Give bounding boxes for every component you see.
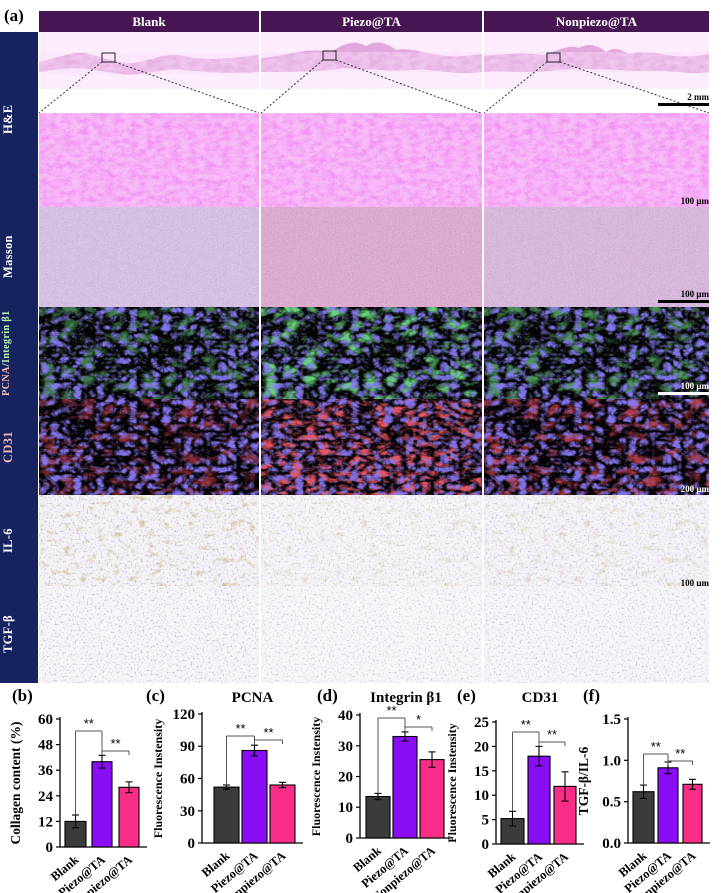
svg-text:0.5: 0.5 bbox=[602, 795, 621, 811]
svg-text:(b): (b) bbox=[12, 686, 33, 705]
svg-text:CD31: CD31 bbox=[522, 690, 559, 706]
svg-text:60: 60 bbox=[38, 712, 53, 728]
svg-text:25: 25 bbox=[474, 715, 489, 731]
svg-text:36: 36 bbox=[38, 763, 54, 779]
svg-text:0: 0 bbox=[188, 836, 196, 852]
svg-text:1.5: 1.5 bbox=[602, 712, 621, 728]
svg-text:**: ** bbox=[675, 746, 685, 761]
svg-text:Integrin β1: Integrin β1 bbox=[370, 690, 442, 706]
svg-text:20: 20 bbox=[474, 739, 489, 755]
svg-text:*: * bbox=[416, 712, 421, 727]
svg-text:1.0: 1.0 bbox=[602, 753, 621, 769]
svg-text:30: 30 bbox=[180, 804, 195, 820]
svg-text:12: 12 bbox=[38, 814, 53, 830]
svg-text:TGF-β/IL-6: TGF-β/IL-6 bbox=[576, 746, 591, 815]
svg-text:90: 90 bbox=[180, 739, 195, 755]
svg-text:Fluorescence Instensity: Fluorescence Instensity bbox=[445, 723, 459, 842]
svg-text:(d): (d) bbox=[317, 686, 338, 705]
svg-text:**: ** bbox=[263, 725, 273, 740]
svg-text:**: ** bbox=[547, 727, 557, 742]
svg-text:24: 24 bbox=[38, 789, 54, 805]
svg-text:**: ** bbox=[110, 736, 120, 751]
svg-text:10: 10 bbox=[474, 788, 489, 804]
svg-text:Collagen content (%): Collagen content (%) bbox=[8, 722, 23, 845]
svg-text:0.0: 0.0 bbox=[602, 836, 621, 852]
svg-text:(c): (c) bbox=[146, 686, 165, 705]
svg-text:30: 30 bbox=[338, 739, 353, 755]
svg-text:0: 0 bbox=[346, 831, 354, 847]
svg-text:120: 120 bbox=[173, 707, 196, 723]
svg-text:Fluorescence Instensity: Fluorescence Instensity bbox=[151, 719, 165, 838]
svg-text:10: 10 bbox=[338, 800, 353, 816]
svg-text:Fluorescence Instensity: Fluorescence Instensity bbox=[309, 717, 323, 836]
svg-text:(e): (e) bbox=[457, 686, 476, 705]
svg-text:60: 60 bbox=[180, 772, 195, 788]
svg-text:15: 15 bbox=[474, 764, 489, 780]
svg-text:48: 48 bbox=[38, 738, 53, 754]
svg-text:**: ** bbox=[521, 717, 531, 732]
svg-text:**: ** bbox=[235, 721, 245, 736]
svg-text:0: 0 bbox=[482, 837, 490, 853]
svg-text:**: ** bbox=[84, 716, 94, 731]
svg-text:(f): (f) bbox=[583, 686, 600, 705]
svg-text:5: 5 bbox=[482, 813, 490, 829]
svg-text:PCNA: PCNA bbox=[232, 690, 274, 706]
svg-text:0: 0 bbox=[46, 840, 54, 856]
svg-text:20: 20 bbox=[338, 770, 353, 786]
svg-text:40: 40 bbox=[338, 708, 353, 724]
svg-text:**: ** bbox=[651, 739, 661, 754]
